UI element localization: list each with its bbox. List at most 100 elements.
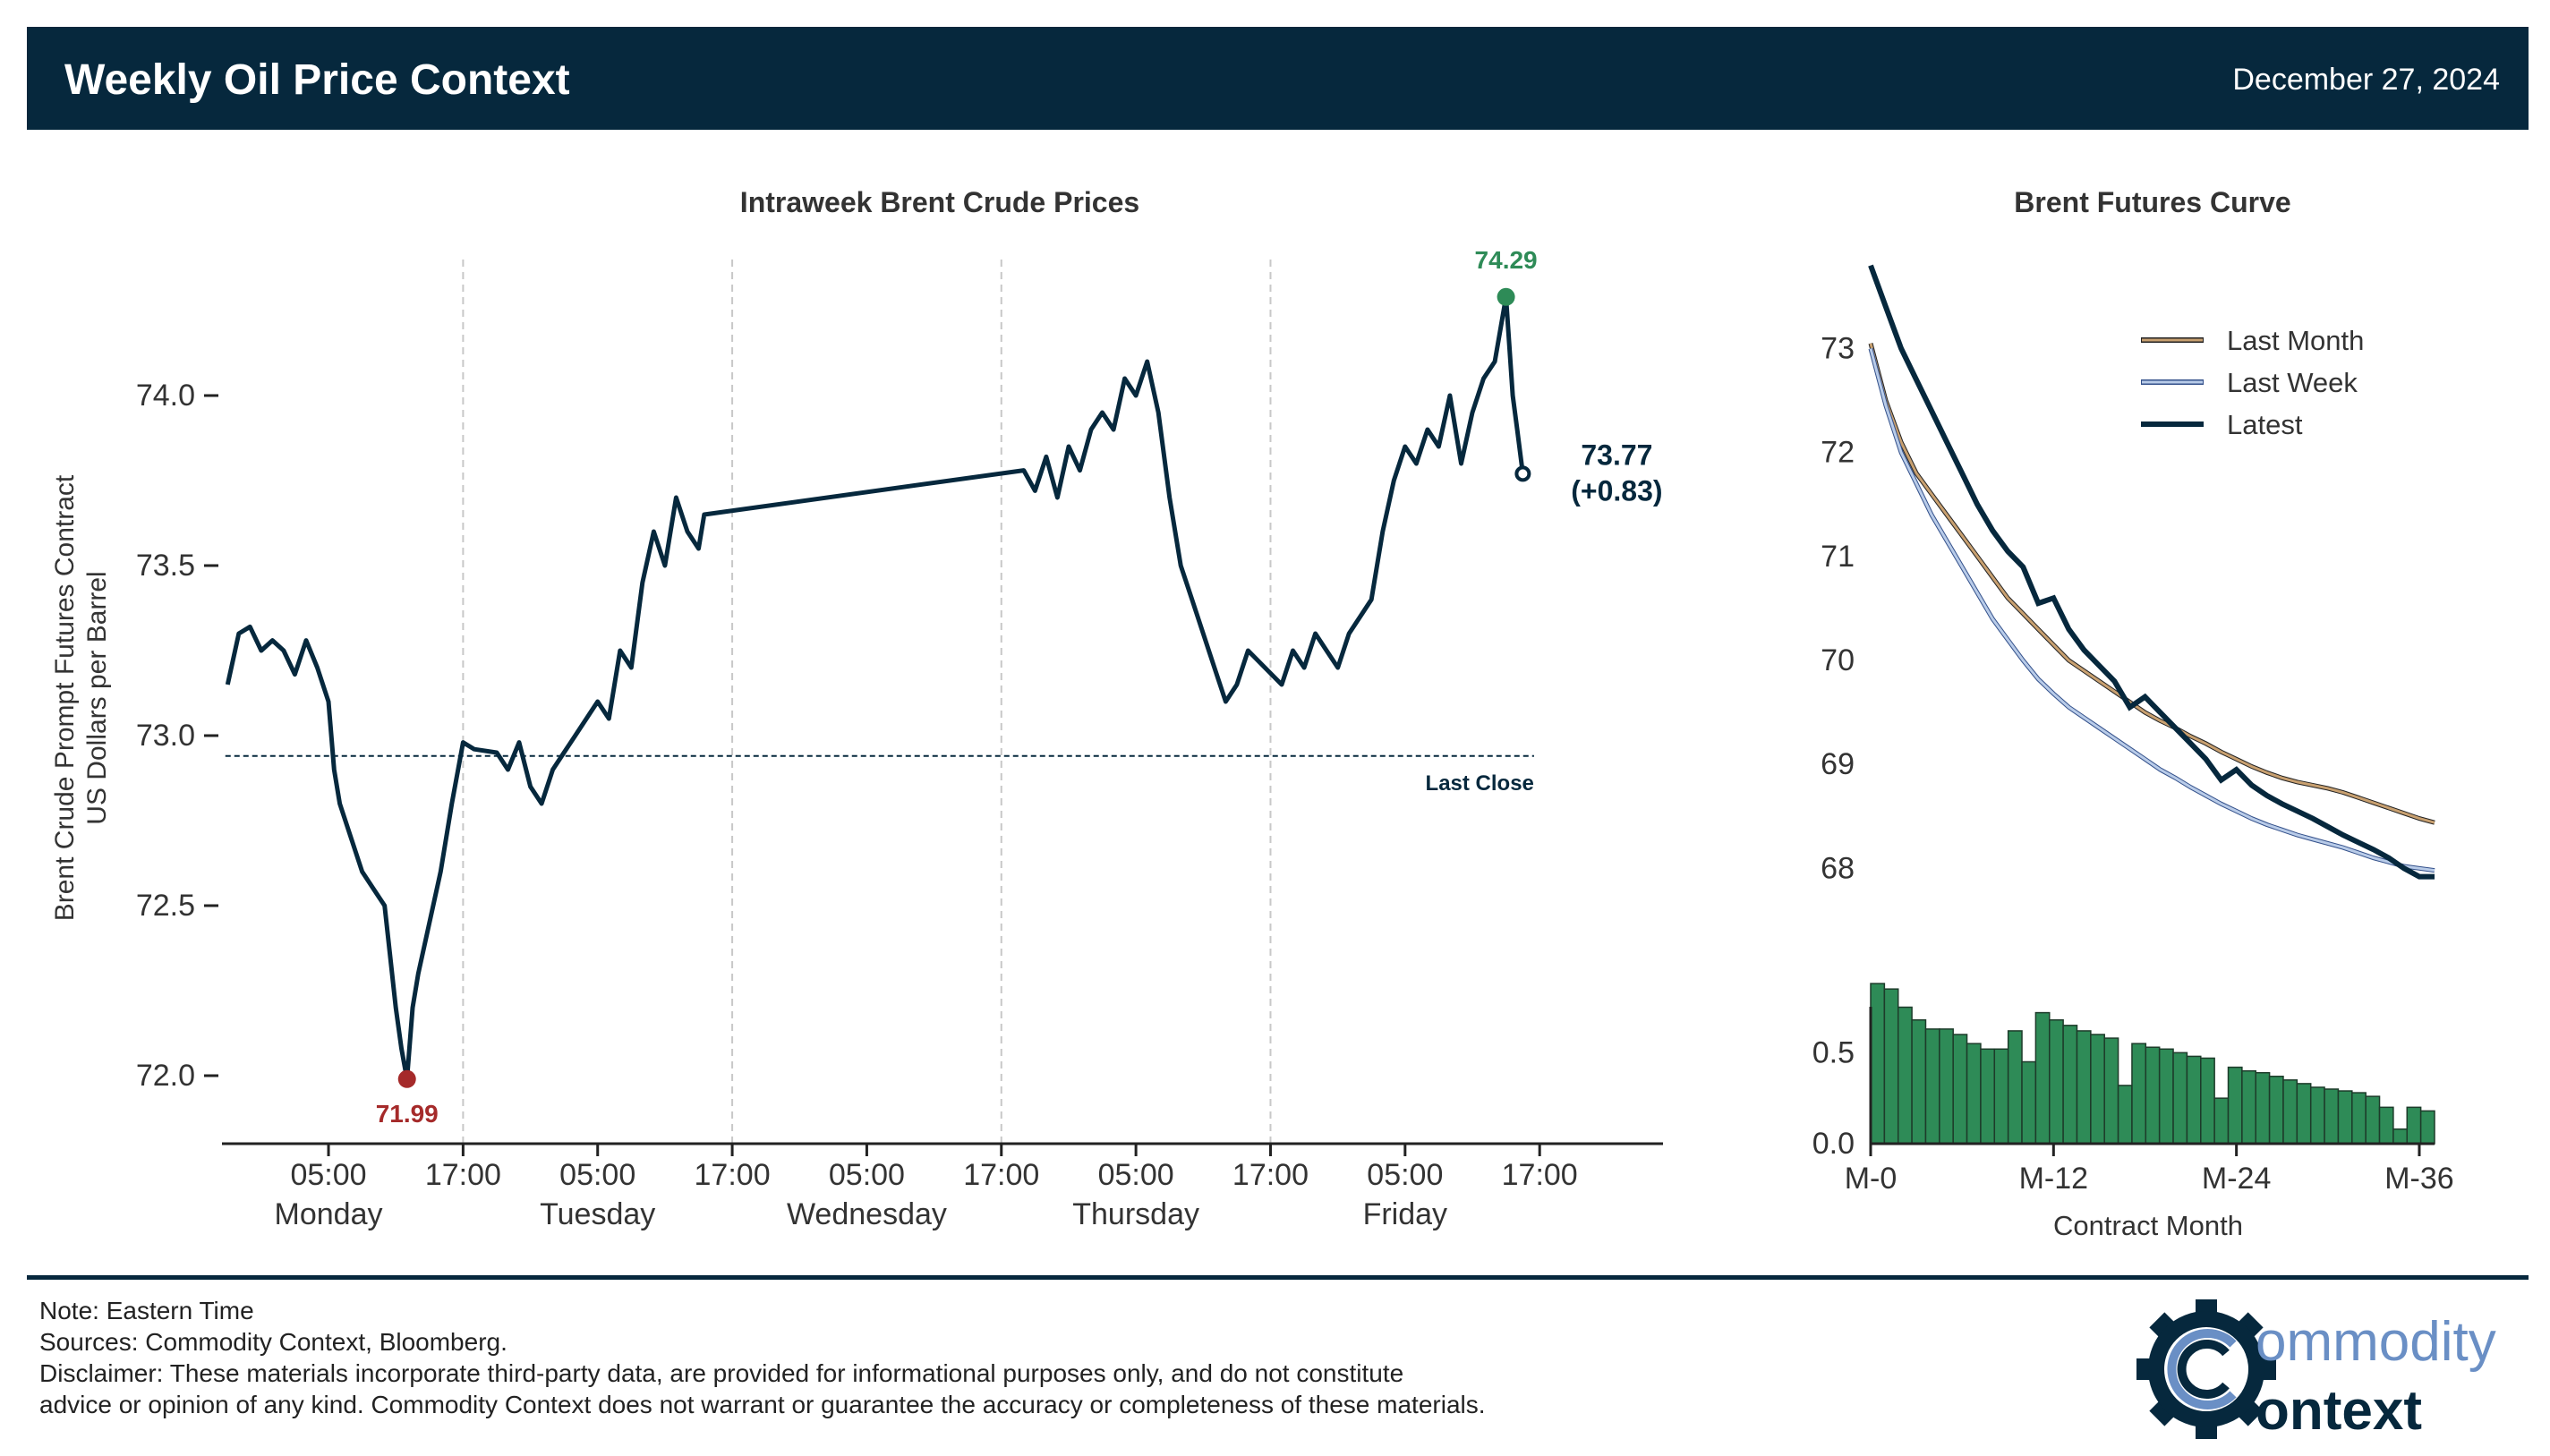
intraweek-x-tick-label: 17:00 [425,1158,501,1192]
intraweek-day-label: Tuesday [540,1197,655,1231]
intraweek-x-tick-label: 05:00 [1098,1158,1174,1192]
curve-x-axis-label: Contract Month [2053,1210,2243,1241]
spread-bar [1980,1048,1996,1145]
curve-x-tick-label: M-12 [2019,1162,2088,1196]
spread-bar [2200,1057,2215,1145]
curve-last-month-line-fill [1869,343,2435,824]
note-disclaimer-1: Disclaimer: These materials incorporate … [39,1359,1404,1387]
spread-bar [2103,1037,2119,1145]
curve-x-tick-label: M-0 [1845,1162,1898,1196]
last-price-label: 73.77 [1581,439,1652,471]
spread-bar [1924,1028,1940,1145]
spread-bar [1952,1034,1968,1145]
high-value-label: 74.29 [1475,246,1538,274]
intraweek-x-tick-label: 17:00 [1232,1158,1309,1192]
spread-bar [1966,1043,1982,1145]
intraweek-y-tick-label: 72.0 [136,1059,195,1093]
intraweek-y-tick-label: 72.5 [136,889,195,923]
intraweek-y-tick-label: 73.0 [136,719,195,753]
intraweek-x-tick-label: 17:00 [695,1158,771,1192]
commodity-context-logo: ommodity ontext [2136,1299,2496,1442]
curve-y-tick-label: 68 [1821,851,1855,885]
spread-bar [2351,1092,2367,1145]
low-marker [397,1069,416,1088]
spread-bar [2392,1128,2409,1145]
intraweek-x-tick-label: 05:00 [829,1158,905,1192]
intraweek-y-axis-label-line2: US Dollars per Barrel [82,571,112,824]
curve-y-tick-label: 73 [1821,332,1855,366]
footer-divider [27,1275,2529,1280]
spread-bar [2255,1071,2271,1145]
legend-label-last-month: Last Month [2227,325,2364,356]
spread-bar [1993,1048,2009,1145]
curve-legend: Last Month Last Week Latest [2141,325,2364,440]
spread-bar [2145,1046,2161,1145]
note-sources: Sources: Commodity Context, Bloomberg. [39,1328,507,1356]
spread-bar [2062,1025,2078,1145]
spread-bar [2049,1018,2064,1145]
gear-icon [2136,1299,2276,1439]
spread-bar [2227,1066,2243,1145]
logo-word-commodity: ommodity [2256,1311,2496,1373]
spread-bar [2268,1076,2284,1145]
last-close-label: Last Close [1426,771,1534,796]
footer-notes: Note: Eastern Time Sources: Commodity Co… [39,1295,1486,1420]
logo-word-context: ontext [2256,1380,2422,1442]
intraweek-y-tick-label: 73.5 [136,549,195,583]
spread-bar [2172,1052,2188,1145]
spread-y-tick-label: 0.5 [1812,1035,1855,1069]
spread-bar [1911,1018,1927,1145]
spread-bar [2406,1106,2422,1145]
spread-bar [2034,1011,2051,1145]
page-title: Weekly Oil Price Context [64,56,570,104]
spread-bar [2309,1086,2325,1145]
spread-bar [2021,1060,2037,1145]
spread-bar [2117,1085,2133,1145]
curve-last-month-line [1868,343,2435,825]
note-disclaimer-2: advice or opinion of any kind. Commodity… [39,1391,1486,1418]
low-value-label: 71.99 [376,1100,439,1128]
spread-bar [2241,1069,2256,1145]
curve-x-tick-label: M-24 [2202,1162,2271,1196]
intraweek-day-label: Thursday [1072,1197,1199,1231]
header-bar: Weekly Oil Price Context December 27, 20… [27,27,2529,130]
intraweek-day-label: Monday [275,1197,383,1231]
curve-chart-title: Brent Futures Curve [2014,186,2290,218]
note-timezone: Note: Eastern Time [39,1297,254,1324]
spread-bar [2378,1106,2394,1145]
intraweek-x-tick-label: 05:00 [290,1158,366,1192]
spread-bar [2213,1097,2230,1145]
report-date: December 27, 2024 [2232,63,2500,97]
intraweek-x-tick-label: 05:00 [1367,1158,1443,1192]
curve-y-tick-label: 72 [1821,436,1855,470]
intraweek-price-line [225,294,1525,1082]
futures-curve-chart: Brent Futures Curve 68 69 70 71 72 73 Last Mo… [1812,186,2454,1241]
intraweek-day-label: Wednesday [787,1197,947,1231]
intraweek-day-label: Friday [1363,1197,1447,1231]
intraweek-y-axis-label-line1: Brent Crude Prompt Futures Contract [50,474,80,921]
intraweek-x-tick-label: 05:00 [559,1158,635,1192]
spread-bar [2090,1034,2105,1145]
spread-bar [1939,1028,1954,1145]
last-price-change-label: (+0.83) [1571,474,1662,507]
intraweek-x-tick-label: 17:00 [1502,1158,1578,1192]
intraweek-x-tick-label: 17:00 [963,1158,1039,1192]
legend-label-latest: Latest [2227,409,2303,440]
curve-y-tick-label: 71 [1821,540,1855,574]
spread-bar [2158,1048,2174,1145]
spread-bar [2324,1088,2340,1145]
intraweek-price-chart: Intraweek Brent Crude Prices Brent Crude… [50,186,1663,1231]
spread-bar [1870,983,1886,1145]
spread-bar [2296,1083,2312,1145]
curve-last-week-line-fill [1869,348,2435,873]
spread-bar [2131,1043,2147,1145]
spread-bar [2186,1055,2202,1145]
spread-bar [2365,1095,2381,1145]
intraweek-chart-title: Intraweek Brent Crude Prices [740,186,1139,218]
intraweek-y-tick-label: 74.0 [136,379,195,413]
spread-bar [2076,1030,2092,1145]
last-price-marker [1514,465,1531,482]
spread-bar [2337,1090,2353,1145]
spread-y-tick-label: 0.0 [1812,1127,1855,1161]
curve-x-tick-label: M-36 [2384,1162,2453,1196]
